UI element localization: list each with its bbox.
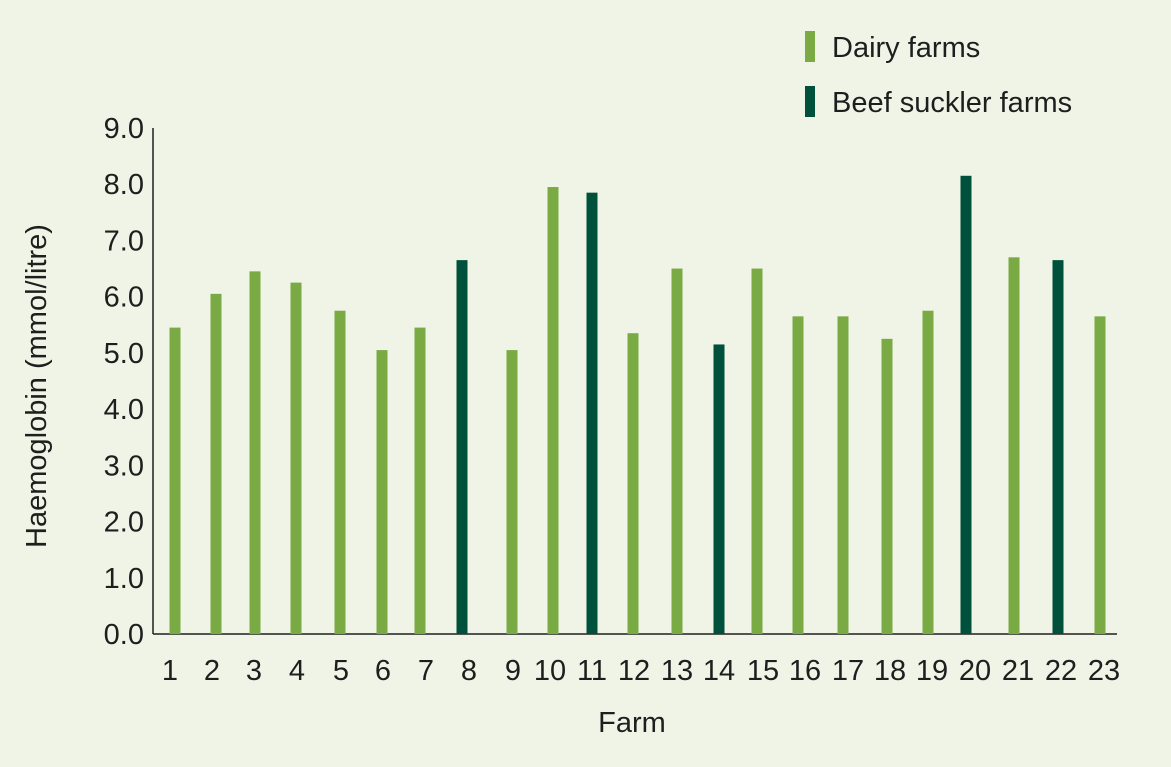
bar-farm-7 <box>414 327 426 634</box>
x-tick-label: 19 <box>916 655 948 687</box>
y-tick-label: 8.0 <box>104 169 144 201</box>
y-tick-label: 1.0 <box>104 563 144 595</box>
x-tick-label: 9 <box>505 655 521 687</box>
y-tick-label: 7.0 <box>104 225 144 257</box>
bar-farm-19 <box>922 310 934 634</box>
x-tick-label: 2 <box>204 655 220 687</box>
y-tick-label: 5.0 <box>104 338 144 370</box>
bar-farm-13 <box>671 268 683 634</box>
bar-farm-23 <box>1094 316 1106 634</box>
x-tick-label: 12 <box>618 655 650 687</box>
bar-farm-4 <box>290 282 302 634</box>
x-axis-title: Farm <box>598 707 666 739</box>
y-tick-label: 4.0 <box>104 394 144 426</box>
bar-farm-14 <box>713 344 725 634</box>
x-tick-label: 23 <box>1088 655 1120 687</box>
legend-label-dairy: Dairy farms <box>832 32 980 64</box>
y-tick-label: 9.0 <box>104 113 144 145</box>
x-tick-label: 1 <box>162 655 178 687</box>
bar-farm-18 <box>881 338 893 634</box>
bar-farm-3 <box>249 271 261 634</box>
x-tick-label: 18 <box>874 655 906 687</box>
y-tick-label: 0.0 <box>104 619 144 651</box>
y-tick-label: 3.0 <box>104 450 144 482</box>
x-tick-label: 8 <box>461 655 477 687</box>
bar-farm-16 <box>792 316 804 634</box>
x-tick-label: 13 <box>661 655 693 687</box>
x-tick-label: 21 <box>1002 655 1034 687</box>
x-tick-label: 11 <box>577 655 607 687</box>
bar-farm-21 <box>1008 257 1020 634</box>
x-tick-label: 16 <box>789 655 821 687</box>
bar-farm-15 <box>751 268 763 634</box>
bar-farm-2 <box>210 293 222 634</box>
x-tick-labels: 1 2 3 4 5 6 7 8 9 10 11 12 13 14 15 16 17 18 19 20 21 22 23 <box>162 655 1120 687</box>
bar-farm-6 <box>376 350 388 634</box>
legend-label-beef: Beef suckler farms <box>832 87 1072 119</box>
y-tick-label: 2.0 <box>104 507 144 539</box>
bar-farm-10 <box>547 187 559 635</box>
legend-swatch-dairy <box>805 31 815 62</box>
bar-farm-5 <box>334 310 346 634</box>
x-tick-label: 22 <box>1045 655 1077 687</box>
bar-farm-8 <box>456 260 468 634</box>
legend: Dairy farms Beef suckler farms <box>805 31 1072 119</box>
y-tick-label: 6.0 <box>104 282 144 314</box>
bar-farm-1 <box>169 327 181 634</box>
x-tick-label: 10 <box>534 655 566 687</box>
bar-farm-22 <box>1052 260 1064 634</box>
legend-swatch-beef <box>805 86 815 117</box>
bar-farm-12 <box>627 333 639 634</box>
x-tick-label: 6 <box>375 655 391 687</box>
x-tick-label: 7 <box>418 655 434 687</box>
y-tick-labels: 0.0 1.0 2.0 3.0 4.0 5.0 6.0 7.0 8.0 9.0 <box>104 113 144 651</box>
x-tick-label: 15 <box>747 655 779 687</box>
y-axis-title: Haemoglobin (mmol/litre) <box>21 224 53 548</box>
bar-farm-9 <box>506 350 518 634</box>
x-tick-label: 3 <box>246 655 262 687</box>
bars-group <box>169 175 1106 635</box>
x-tick-label: 14 <box>703 655 735 687</box>
bar-farm-20 <box>960 175 972 635</box>
bar-farm-11 <box>586 192 598 634</box>
x-tick-label: 5 <box>333 655 349 687</box>
bar-farm-17 <box>837 316 849 634</box>
x-tick-label: 4 <box>289 655 305 687</box>
x-tick-label: 17 <box>832 655 864 687</box>
x-tick-label: 20 <box>959 655 991 687</box>
